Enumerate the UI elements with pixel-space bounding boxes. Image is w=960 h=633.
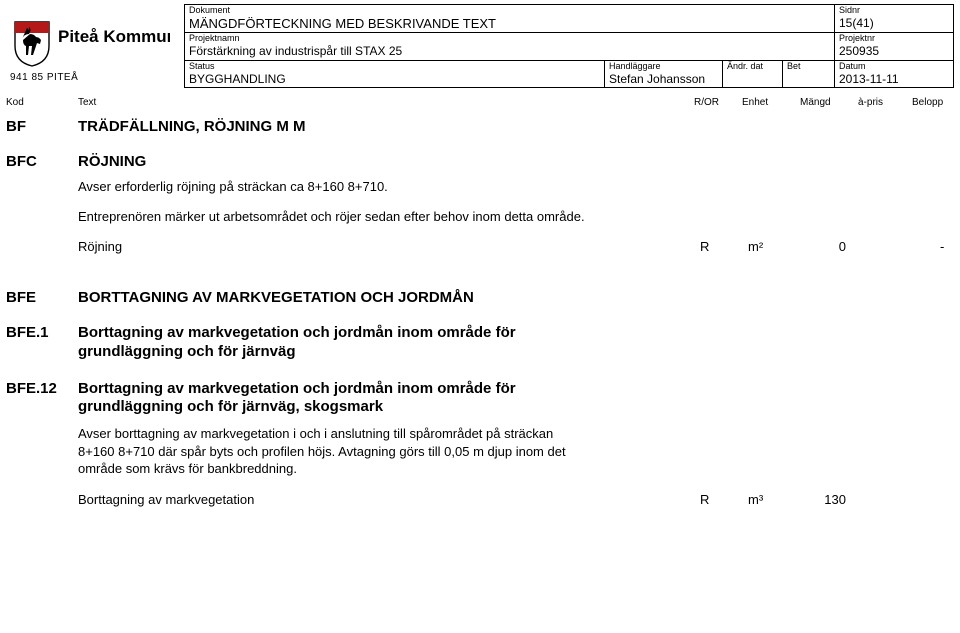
meta-status: Status BYGGHANDLING [184, 61, 604, 87]
bfe12-item-line: Borttagning av markvegetation R m³ 130 [0, 492, 960, 512]
section-bfe12: BFE.12 Borttagning av markvegetation och… [0, 380, 960, 418]
bfe12-paragraph-1: Avser borttagning av markvegetation i oc… [78, 425, 588, 478]
bfe12-item-mangd: 130 [806, 492, 846, 507]
pitea-kommun-logo: Piteå Kommun [10, 16, 170, 70]
meta-handlaggare: Handläggare Stefan Johansson [604, 61, 722, 87]
section-bfe: BFE BORTTAGNING AV MARKVEGETATION OCH JO… [0, 289, 960, 306]
bfc-item-apris: - [940, 239, 944, 254]
bfc-p2-row: Entreprenören märker ut arbetsområdet oc… [0, 204, 960, 230]
spacer [0, 366, 960, 380]
meta-value-dokument: MÄNGDFÖRTECKNING MED BESKRIVANDE TEXT [189, 16, 830, 32]
title-bfc: RÖJNING [78, 153, 638, 170]
meta-value-handlaggare: Stefan Johansson [609, 72, 718, 86]
spacer [0, 139, 960, 153]
meta-label-sidnr: Sidnr [839, 6, 949, 16]
bfc-paragraph-1: Avser erforderlig röjning på sträckan ca… [78, 178, 588, 196]
bfc-item-enhet: m² [748, 239, 763, 254]
meta-value-projektnr: 250935 [839, 44, 949, 58]
bfc-item-line: Röjning R m² 0 - [0, 239, 960, 259]
meta-andrdat: Ändr. dat [722, 61, 782, 87]
title-bf: TRÄDFÄLLNING, RÖJNING M M [78, 118, 638, 135]
bfc-item-name: Röjning [78, 239, 122, 254]
meta-row-2: Projektnamn Förstärkning av industrispår… [184, 33, 954, 60]
meta-label-dokument: Dokument [189, 6, 830, 16]
meta-value-status: BYGGHANDLING [189, 72, 600, 86]
meta-label-bet: Bet [787, 62, 830, 72]
document-page: Piteå Kommun 941 85 PITEÅ Dokument MÄNGD… [0, 0, 960, 633]
col-apris: à-pris [858, 97, 883, 108]
bfe12-item-ror: R [700, 492, 709, 507]
meta-value-datum: 2013-11-11 [839, 72, 949, 86]
meta-projektnr: Projektnr 250935 [834, 33, 954, 59]
meta-label-datum: Datum [839, 62, 949, 72]
bfc-paragraph-2: Entreprenören märker ut arbetsområdet oc… [78, 208, 588, 226]
bfe12-p1-row: Avser borttagning av markvegetation i oc… [0, 421, 960, 482]
col-mangd: Mängd [800, 97, 831, 108]
spacer [0, 310, 960, 324]
code-bfe12: BFE.12 [0, 380, 78, 397]
code-bfc: BFC [0, 153, 78, 170]
bfc-item-ror: R [700, 239, 709, 254]
col-text: Text [78, 97, 96, 108]
code-bfe: BFE [0, 289, 78, 306]
meta-sidnr: Sidnr 15(41) [834, 5, 954, 32]
section-bf: BF TRÄDFÄLLNING, RÖJNING M M [0, 118, 960, 135]
meta-label-projektnr: Projektnr [839, 34, 949, 44]
bfc-p1-row: Avser erforderlig röjning på sträckan ca… [0, 174, 960, 200]
meta-projektnamn: Projektnamn Förstärkning av industrispår… [184, 33, 834, 59]
meta-value-sidnr: 15(41) [839, 16, 949, 30]
meta-label-handlaggare: Handläggare [609, 62, 718, 72]
spacer [0, 259, 960, 289]
meta-value-projektnamn: Förstärkning av industrispår till STAX 2… [189, 44, 830, 58]
meta-label-projektnamn: Projektnamn [189, 34, 830, 44]
org-postal: 941 85 PITEÅ [10, 72, 175, 83]
meta-dokument: Dokument MÄNGDFÖRTECKNING MED BESKRIVAND… [184, 5, 834, 32]
title-bfe: BORTTAGNING AV MARKVEGETATION OCH JORDMÅ… [78, 289, 638, 306]
col-belopp: Belopp [912, 97, 943, 108]
document-body: BF TRÄDFÄLLNING, RÖJNING M M BFC RÖJNING… [0, 118, 960, 512]
meta-bet: Bet [782, 61, 834, 87]
meta-datum: Datum 2013-11-11 [834, 61, 954, 87]
bfe12-item-enhet: m³ [748, 492, 763, 507]
col-kod: Kod [6, 97, 24, 108]
section-bfe1: BFE.1 Borttagning av markvegetation och … [0, 324, 960, 362]
col-ror: R/OR [694, 97, 719, 108]
meta-label-status: Status [189, 62, 600, 72]
code-bf: BF [0, 118, 78, 135]
org-logo-block: Piteå Kommun 941 85 PITEÅ [10, 16, 175, 83]
meta-row-3: Status BYGGHANDLING Handläggare Stefan J… [184, 61, 954, 88]
header-meta-table: Dokument MÄNGDFÖRTECKNING MED BESKRIVAND… [184, 4, 954, 88]
section-bfc: BFC RÖJNING [0, 153, 960, 170]
meta-row-1: Dokument MÄNGDFÖRTECKNING MED BESKRIVAND… [184, 5, 954, 33]
col-enhet: Enhet [742, 97, 768, 108]
bfe12-item-name: Borttagning av markvegetation [78, 492, 254, 507]
bfc-item-mangd: 0 [806, 239, 846, 254]
title-bfe1: Borttagning av markvegetation och jordmå… [78, 324, 588, 362]
code-bfe1: BFE.1 [0, 324, 78, 341]
org-name-svgtext: Piteå Kommun [58, 27, 170, 46]
meta-label-andrdat: Ändr. dat [727, 62, 778, 72]
title-bfe12: Borttagning av markvegetation och jordmå… [78, 380, 588, 418]
